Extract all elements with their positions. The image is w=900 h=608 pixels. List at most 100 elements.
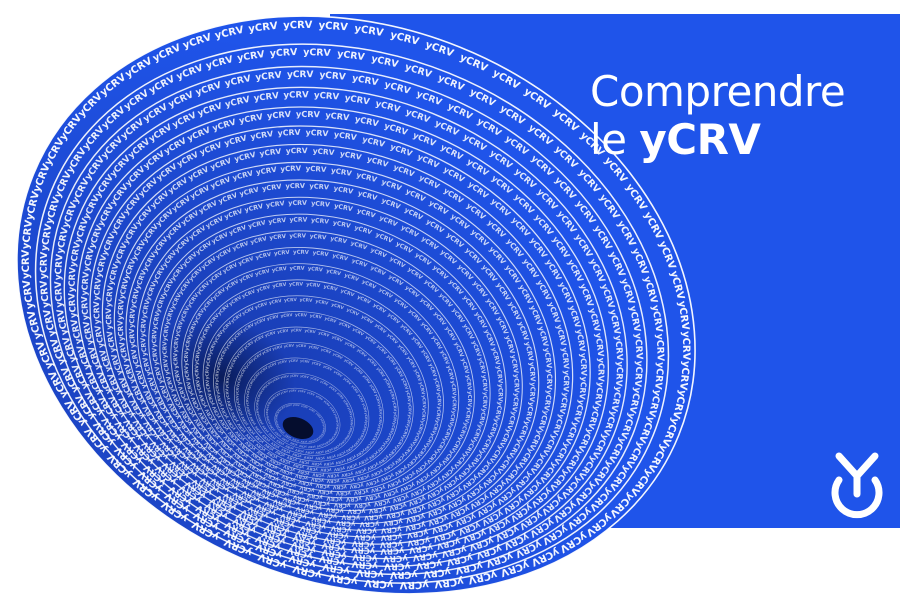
ring-pattern-text: yCRV	[307, 390, 316, 396]
ring-pattern-text: yCRV	[401, 425, 410, 439]
ring-pattern-text: yCRV	[218, 346, 228, 360]
ring-pattern-text: yCRV	[369, 468, 384, 479]
ring-pattern-text: yCRV	[282, 464, 296, 473]
ring-pattern-text: yCRV	[196, 337, 206, 352]
ring-pattern-text: yCRV	[430, 419, 440, 434]
ring-pattern-text: yCRV	[311, 462, 322, 467]
ring-pattern-text: yCRV	[356, 347, 368, 358]
ring-pattern-text: yCRV	[439, 350, 451, 366]
ring-pattern-text: yCRV	[305, 128, 328, 138]
ring-pattern-text: yCRV	[67, 292, 79, 318]
ring-pattern-text: yCRV	[261, 347, 272, 355]
ring-pattern-text: yCRV	[291, 328, 302, 333]
ring-pattern-text: yCRV	[561, 370, 571, 392]
ring-pattern-text: yCRV	[254, 301, 269, 311]
ring-pattern-text: yCRV	[290, 374, 299, 378]
ring-pattern-text: yCRV	[310, 476, 324, 484]
ring-pattern-text: yCRV	[608, 385, 623, 412]
ring-pattern-text: yCRV	[272, 282, 287, 290]
ring-pattern-text: yCRV	[383, 377, 393, 389]
ring-pattern-text: yCRV	[244, 433, 255, 444]
ring-pattern-text: yCRV	[194, 365, 201, 380]
ring-pattern-text: yCRV	[353, 501, 371, 508]
ring-pattern-text: yCRV	[528, 382, 537, 403]
ring-pattern-text: yCRV	[392, 400, 398, 412]
ring-pattern-text: yCRV	[632, 333, 644, 360]
ring-pattern-text: yCRV	[56, 308, 71, 336]
ring-pattern-text: yCRV	[151, 329, 158, 347]
ring-pattern-text: yCRV	[279, 457, 291, 466]
ring-pattern-text: yCRV	[294, 448, 304, 454]
ring-pattern-text: yCRV	[357, 393, 365, 404]
ring-pattern-text: yCRV	[275, 421, 280, 429]
ring-pattern-text: yCRV	[236, 422, 247, 434]
ring-pattern-text: yCRV	[268, 424, 276, 433]
ring-pattern-text: yCRV	[277, 128, 300, 138]
ring-pattern-text: yCRV	[354, 23, 385, 39]
ring-pattern-text: yCRV	[163, 358, 172, 376]
ring-pattern-text: yCRV	[283, 90, 309, 100]
ring-pattern-text: yCRV	[342, 399, 350, 409]
ring-pattern-text: yCRV	[255, 449, 268, 460]
ring-pattern-text: yCRV	[54, 254, 66, 281]
ring-pattern-text: yCRV	[450, 396, 457, 411]
ring-pattern-text: yCRV	[352, 326, 366, 337]
ring-pattern-text: yCRV	[342, 376, 352, 386]
ring-pattern-text: yCRV	[309, 182, 330, 192]
ring-pattern-text: yCRV	[226, 400, 234, 412]
ring-pattern-text: yCRV	[495, 365, 504, 384]
ring-pattern-text: yCRV	[224, 388, 230, 400]
ring-pattern-text: yCRV	[314, 435, 321, 441]
ring-pattern-text: yCRV	[332, 484, 346, 490]
ring-pattern-text: yCRV	[286, 455, 297, 462]
ring-pattern-text: yCRV	[336, 391, 345, 401]
ring-pattern-text: yCRV	[284, 344, 295, 349]
ring-pattern-text: yCRV	[545, 369, 554, 390]
ring-pattern-text: yCRV	[295, 312, 308, 317]
ring-pattern-text: yCRV	[204, 379, 212, 393]
ring-pattern-text: yCRV	[261, 433, 271, 443]
ring-pattern-text: yCRV	[405, 355, 417, 370]
ring-pattern-text: yCRV	[211, 405, 222, 420]
ring-pattern-text: yCRV	[493, 401, 503, 420]
ring-pattern-text: yCRV	[79, 271, 91, 296]
ring-pattern-text: yCRV	[289, 233, 306, 239]
ring-pattern-text: yCRV	[627, 305, 642, 333]
ring-pattern-text: yCRV	[351, 258, 369, 269]
ring-pattern-text: yCRV	[38, 279, 52, 308]
ring-pattern-text: yCRV	[378, 414, 383, 425]
tunnel-disc	[16, 16, 696, 594]
ring-pattern-text: yCRV	[205, 353, 214, 367]
ring-pattern-text: yCRV	[237, 405, 244, 416]
ring-pattern-text: yCRV	[331, 334, 343, 343]
ring-pattern-text: yCRV	[324, 316, 338, 324]
ring-pattern-text: yCRV	[490, 347, 501, 366]
ring-pattern-text: yCRV	[677, 360, 691, 391]
ring-pattern-text: yCRV	[361, 403, 367, 414]
ring-pattern-text: yCRV	[332, 443, 342, 451]
ring-pattern-text: yCRV	[341, 513, 360, 522]
ring-pattern-text: yCRV	[293, 250, 310, 256]
ring-pattern-text: yCRV	[336, 490, 351, 496]
ring-pattern-text: yCRV	[375, 424, 382, 435]
ring-pattern-text: yCRV	[405, 390, 412, 404]
ring-pattern-text: yCRV	[224, 377, 230, 389]
ring-pattern-text: yCRV	[351, 384, 360, 394]
ring-pattern-text: yCRV	[67, 267, 78, 293]
ring-pattern-text: yCRV	[241, 288, 257, 299]
ring-pattern-text: yCRV	[175, 320, 185, 338]
ring-pattern-text: yCRV	[289, 217, 307, 224]
ring-pattern-text: yCRV	[284, 433, 291, 439]
ring-pattern-text: yCRV	[265, 409, 269, 417]
ring-pattern-text: yCRV	[104, 308, 114, 330]
ring-pattern-text: yCRV	[268, 396, 276, 404]
ring-pattern-text: yCRV	[316, 443, 324, 449]
ring-pattern-text: yCRV	[318, 553, 346, 568]
ring-pattern-text: yCRV	[346, 307, 361, 318]
ring-pattern-text: yCRV	[336, 450, 347, 458]
ring-pattern-text: yCRV	[115, 298, 126, 320]
ring-pattern-text: yCRV	[288, 199, 307, 207]
ring-pattern-text: yCRV	[388, 388, 396, 400]
